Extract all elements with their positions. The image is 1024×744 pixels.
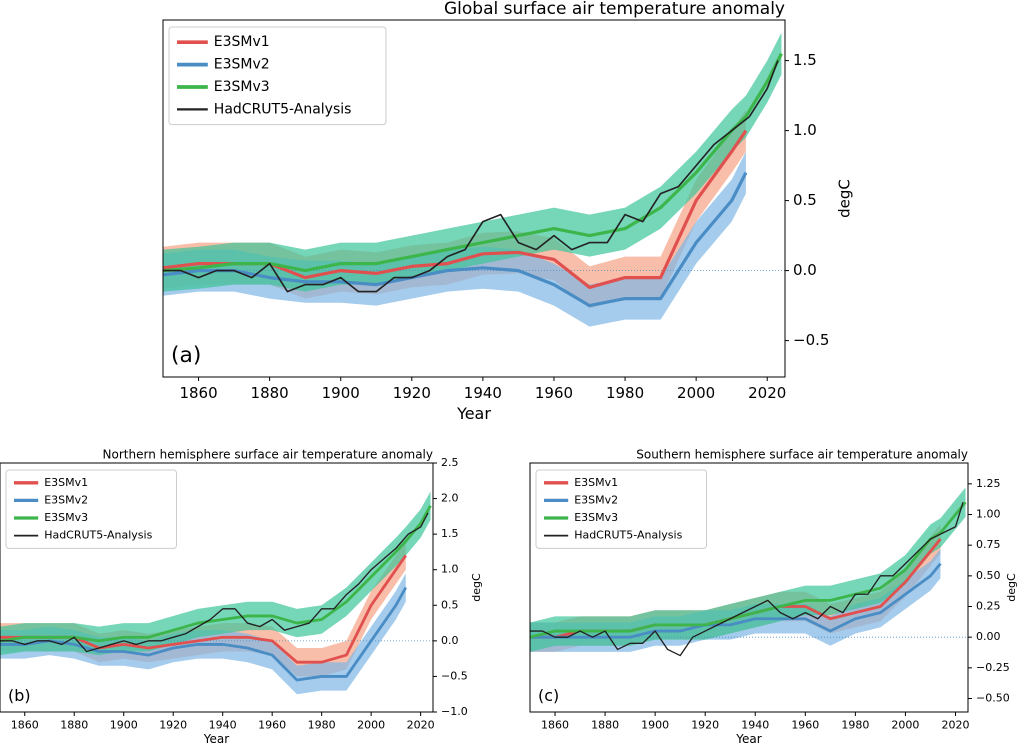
legend-label: HadCRUT5-Analysis — [214, 101, 352, 117]
y-tick-label: 1.25 — [976, 477, 1001, 490]
x-tick-label: 1860 — [11, 719, 39, 732]
plot-area — [530, 487, 968, 657]
x-tick-label: 1920 — [393, 384, 431, 402]
y-tick-label: 1.0 — [793, 121, 817, 139]
y-tick-label: 2.0 — [441, 492, 459, 505]
y-tick-label: 0.00 — [976, 630, 1001, 643]
x-tick-label: 2000 — [677, 384, 715, 402]
y-tick-label: 2.5 — [441, 456, 459, 469]
legend-box — [5, 469, 177, 549]
chart-title: Global surface air temperature anomaly — [444, 0, 785, 19]
chart-title: Northern hemisphere surface air temperat… — [103, 448, 433, 462]
y-axis-label: degC — [836, 179, 854, 218]
x-tick-label: 1860 — [541, 719, 569, 732]
series-line — [530, 562, 942, 639]
y-tick-label: 1.00 — [976, 508, 1001, 521]
legend-label: HadCRUT5-Analysis — [44, 529, 152, 542]
x-axis-label: Year — [203, 732, 229, 744]
y-tick-label: 0.5 — [793, 191, 817, 209]
x-tick-label: 1980 — [606, 384, 644, 402]
y-tick-label: 0.50 — [976, 569, 1001, 582]
y-tick-label: −0.50 — [976, 692, 1010, 705]
y-tick-label: −0.5 — [793, 331, 829, 349]
legend-label: E3SMv1 — [574, 476, 618, 489]
x-tick-label: 1900 — [641, 719, 669, 732]
x-tick-label: 1880 — [60, 719, 88, 732]
y-tick-label: 0.0 — [793, 261, 817, 279]
y-tick-label: −0.25 — [976, 661, 1010, 674]
legend-label: E3SMv1 — [214, 34, 270, 50]
x-tick-label: 2020 — [407, 719, 435, 732]
series-line — [0, 586, 408, 682]
series-line — [163, 52, 783, 273]
uncertainty-band — [0, 491, 431, 656]
legend-label: E3SMv2 — [44, 493, 88, 506]
y-axis-label: degC — [1005, 573, 1018, 602]
series-line — [0, 512, 429, 653]
axes-frame — [162, 19, 786, 378]
x-tick-label: 1960 — [791, 719, 819, 732]
x-tick-label: 2020 — [941, 719, 969, 732]
legend-label: HadCRUT5-Analysis — [574, 529, 682, 542]
x-tick-label: 1900 — [322, 384, 360, 402]
panel-annotation: (b) — [8, 686, 31, 705]
legend-label: E3SMv2 — [574, 493, 618, 506]
y-tick-label: 1.5 — [441, 527, 459, 540]
plot-area — [0, 491, 433, 695]
panel: 1860 1880 1900 1920 1940 1960 1980 2000 2020 −0.5… — [529, 448, 1018, 744]
x-axis-label: Year — [456, 404, 491, 423]
x-tick-label: 2000 — [357, 719, 385, 732]
y-tick-label: 0.5 — [441, 598, 459, 611]
x-tick-label: 1880 — [591, 719, 619, 732]
legend-label: E3SMv3 — [214, 79, 270, 95]
x-tick-label: 1940 — [209, 719, 237, 732]
legend-label: E3SMv2 — [214, 57, 270, 73]
series-line — [163, 60, 779, 293]
y-tick-label: 0.0 — [441, 634, 459, 647]
x-tick-label: 1960 — [535, 384, 573, 402]
x-tick-label: 1880 — [251, 384, 289, 402]
x-tick-label: 1860 — [179, 384, 217, 402]
y-tick-label: −0.5 — [441, 669, 468, 682]
axes-frame — [529, 462, 969, 713]
x-tick-label: 1920 — [691, 719, 719, 732]
plot-area — [163, 32, 785, 327]
x-tick-label: 1940 — [464, 384, 502, 402]
y-tick-label: 0.75 — [976, 538, 1001, 551]
series-line — [163, 171, 748, 308]
panel: 1860 1880 1900 1920 1940 1960 1980 2000 2020 −1.0… — [0, 448, 483, 744]
series-line — [530, 501, 967, 639]
y-tick-label: 1.5 — [793, 51, 817, 69]
series-line — [0, 505, 432, 643]
x-tick-label: 1980 — [841, 719, 869, 732]
panel-annotation: (c) — [538, 686, 559, 705]
x-axis-label: Year — [735, 732, 761, 744]
legend-label: E3SMv1 — [44, 476, 88, 489]
y-tick-label: −1.0 — [441, 705, 468, 718]
legend-box — [535, 469, 707, 549]
chart-title: Southern hemisphere surface air temperat… — [636, 448, 968, 462]
x-tick-label: 1940 — [741, 719, 769, 732]
x-tick-label: 1900 — [110, 719, 138, 732]
x-tick-label: 2020 — [748, 384, 786, 402]
legend-box — [168, 26, 387, 126]
x-tick-label: 1920 — [159, 719, 187, 732]
series-line — [530, 502, 964, 657]
y-axis-label: degC — [470, 573, 483, 602]
uncertainty-band — [530, 487, 966, 652]
panel: 1860 1880 1900 1920 1940 1960 1980 2000 2020 −0.5… — [162, 0, 854, 423]
x-tick-label: 2000 — [891, 719, 919, 732]
axes-frame — [0, 462, 434, 713]
y-tick-label: 1.0 — [441, 563, 459, 576]
legend-label: E3SMv3 — [44, 511, 88, 524]
panel-annotation: (a) — [171, 343, 201, 368]
y-tick-label: 0.25 — [976, 600, 1001, 613]
legend-label: E3SMv3 — [574, 511, 618, 524]
x-tick-label: 1960 — [258, 719, 286, 732]
x-tick-label: 1980 — [308, 719, 336, 732]
